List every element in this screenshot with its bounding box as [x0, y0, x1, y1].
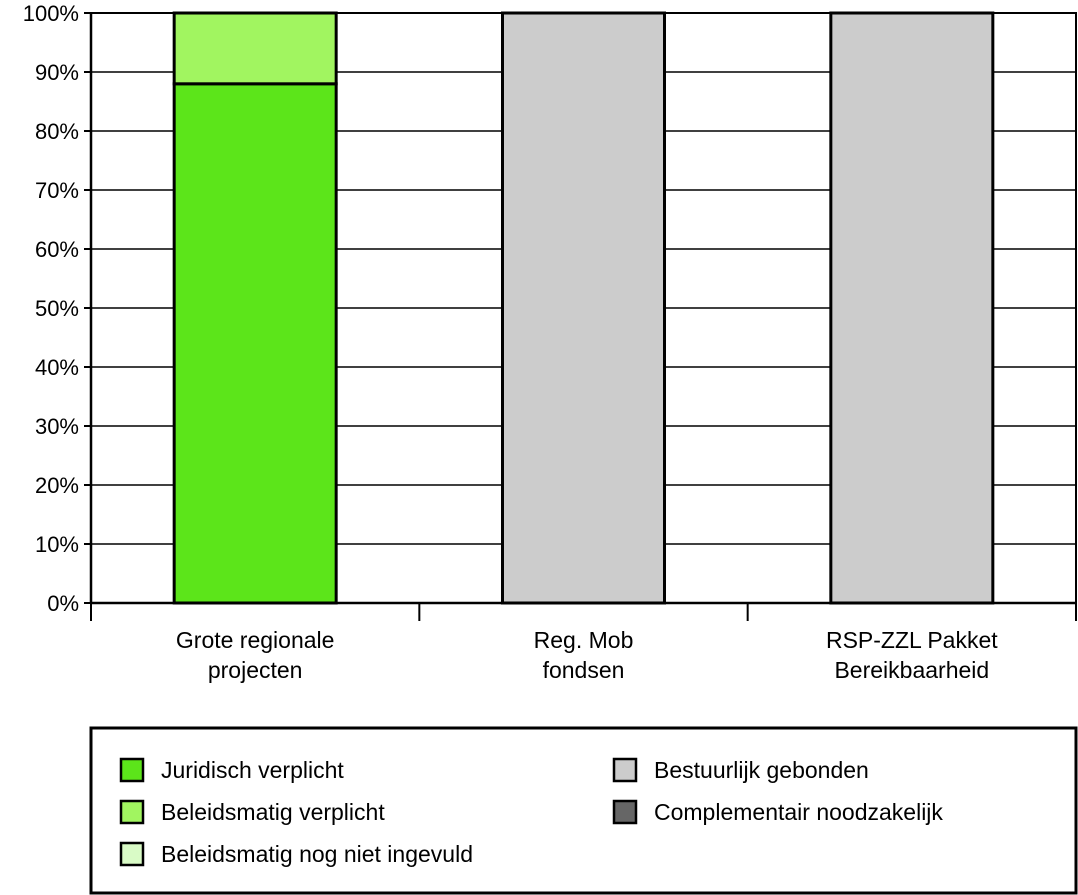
x-category-label: Reg. Mob fondsen	[534, 627, 634, 683]
x-category-label: RSP-ZZL Pakket Bereikbaarheid	[826, 627, 998, 683]
y-tick-label: 40%	[35, 355, 79, 380]
legend-swatch	[119, 841, 145, 867]
legend-box	[89, 726, 1078, 895]
bars	[172, 11, 995, 605]
legend-label: Beleidsmatig verplicht	[161, 799, 385, 825]
axes	[84, 12, 1077, 621]
bar-segment	[172, 82, 338, 605]
legend: Juridisch verplicht Beleidsmatig verplich…	[89, 726, 1078, 895]
y-tick-label: 0%	[47, 591, 79, 616]
y-tick-label: 50%	[35, 296, 79, 321]
legend-swatch	[119, 757, 145, 783]
bar-segment	[829, 11, 995, 605]
legend-swatch	[612, 757, 638, 783]
y-tick-labels: 0% 10% 20% 30% 40% 50% 60% 70% 80% 90% 100%	[23, 1, 79, 616]
x-category-labels: Grote regionale projecten Reg. Mob fondsen R…	[176, 627, 998, 683]
y-tick-label: 80%	[35, 119, 79, 144]
y-tick-label: 70%	[35, 178, 79, 203]
legend-label: Complementair noodzakelijk	[654, 799, 943, 825]
legend-label: Bestuurlijk gebonden	[654, 757, 869, 783]
x-category-label: Grote regionale projecten	[176, 627, 335, 683]
legend-swatch	[612, 799, 638, 825]
bar-segment	[172, 11, 338, 86]
legend-swatch	[119, 799, 145, 825]
y-tick-label: 90%	[35, 60, 79, 85]
legend-label: Juridisch verplicht	[161, 757, 344, 783]
legend-label: Beleidsmatig nog niet ingevuld	[161, 841, 473, 867]
y-tick-label: 30%	[35, 414, 79, 439]
y-tick-label: 20%	[35, 473, 79, 498]
y-tick-label: 100%	[23, 1, 79, 26]
y-tick-label: 10%	[35, 532, 79, 557]
y-tick-label: 60%	[35, 237, 79, 262]
bar-segment	[501, 11, 666, 605]
